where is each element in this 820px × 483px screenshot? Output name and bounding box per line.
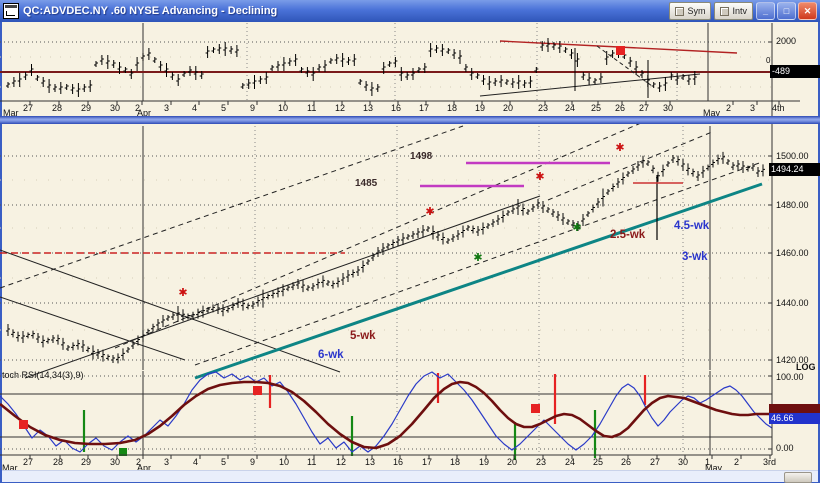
- horizontal-scrollbar[interactable]: [2, 470, 818, 483]
- svg-text:✱: ✱: [425, 205, 434, 218]
- stoch-last-value-box: 46.66: [769, 413, 820, 424]
- scrollbar-thumb[interactable]: [784, 472, 812, 483]
- minimize-button[interactable]: _: [756, 2, 775, 20]
- window-title: QC:ADVDEC.NY .60 NYSE Advancing - Declin…: [23, 5, 278, 17]
- top-chart-last-value-box: -489: [770, 65, 820, 78]
- sym-button-icon: [675, 6, 685, 16]
- maximize-button[interactable]: □: [777, 2, 796, 20]
- intv-button[interactable]: Intv: [714, 2, 753, 20]
- title-bar[interactable]: QC:ADVDEC.NY .60 NYSE Advancing - Declin…: [0, 0, 820, 22]
- panel-splitter[interactable]: [0, 116, 820, 124]
- stoch-indicator-label: toch RSI(14,34(3),9): [2, 370, 84, 380]
- svg-text:✱: ✱: [615, 141, 624, 154]
- svg-text:✱: ✱: [178, 286, 187, 299]
- svg-text:✱: ✱: [572, 221, 581, 234]
- sym-button-label: Sym: [687, 6, 706, 16]
- top-chart-zero-label: 0: [766, 56, 771, 65]
- main-chart-last-value-box: 1494.24: [769, 163, 820, 176]
- app-icon: [3, 3, 19, 19]
- intv-button-label: Intv: [732, 6, 747, 16]
- stoch-d-value-box: [769, 404, 820, 413]
- log-scale-label: LOG: [796, 362, 816, 372]
- svg-text:✱: ✱: [473, 251, 482, 264]
- svg-text:✱: ✱: [535, 170, 544, 183]
- intv-button-icon: [720, 6, 730, 16]
- close-button[interactable]: ✕: [798, 2, 817, 20]
- sym-button[interactable]: Sym: [669, 2, 712, 20]
